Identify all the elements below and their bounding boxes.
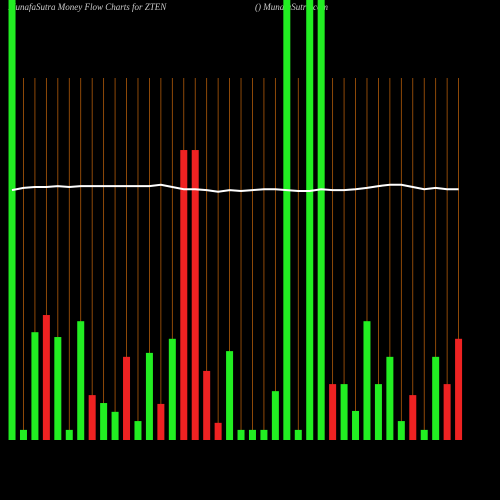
bar bbox=[157, 403, 165, 440]
bar bbox=[248, 429, 256, 440]
bar bbox=[191, 150, 199, 441]
bar bbox=[455, 338, 463, 440]
bar bbox=[226, 351, 234, 440]
bar bbox=[8, 0, 16, 440]
bar bbox=[19, 429, 27, 440]
bar bbox=[203, 370, 211, 440]
bar bbox=[306, 0, 314, 440]
bar bbox=[386, 356, 394, 440]
bar bbox=[363, 321, 371, 440]
bar bbox=[168, 338, 176, 440]
bars bbox=[8, 0, 463, 441]
bar bbox=[145, 352, 153, 440]
chart-subtitle: () MunafaSutra.com bbox=[255, 2, 328, 12]
bar bbox=[180, 150, 188, 441]
bar bbox=[340, 384, 348, 440]
chart-title: MunafaSutra Money Flow Charts for ZTEN bbox=[7, 2, 167, 12]
bar bbox=[134, 421, 142, 440]
bar bbox=[260, 429, 268, 440]
bar bbox=[214, 422, 222, 440]
bar bbox=[42, 315, 50, 440]
bar bbox=[237, 429, 245, 440]
bar bbox=[77, 321, 85, 440]
bar bbox=[317, 0, 325, 440]
bar bbox=[397, 421, 405, 440]
bar bbox=[352, 410, 360, 440]
bar bbox=[283, 0, 291, 440]
bar bbox=[123, 356, 131, 440]
bar bbox=[432, 356, 440, 440]
bar bbox=[100, 403, 108, 440]
bar bbox=[88, 395, 96, 440]
money-flow-line bbox=[11, 183, 459, 193]
bar bbox=[294, 429, 302, 440]
bar bbox=[54, 337, 62, 440]
bar bbox=[420, 429, 428, 440]
bar bbox=[443, 384, 451, 440]
bar bbox=[271, 391, 279, 440]
bar bbox=[111, 411, 119, 440]
bar bbox=[374, 384, 382, 440]
bar bbox=[329, 384, 337, 440]
bar bbox=[409, 395, 417, 440]
bar bbox=[65, 429, 73, 440]
bar bbox=[31, 332, 39, 440]
